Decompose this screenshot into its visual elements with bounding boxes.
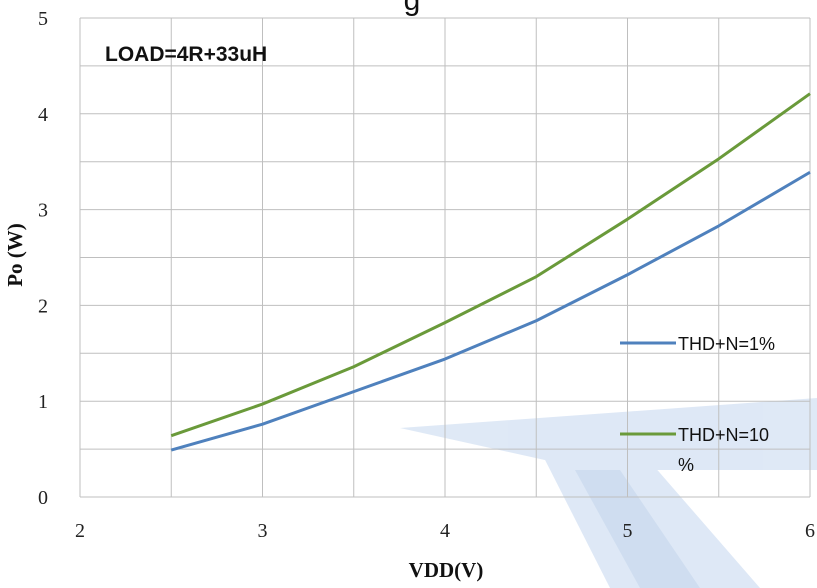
y-tick-labels: 0 1 2 3 4 5	[38, 8, 48, 509]
y-axis-title: Po (W)	[3, 223, 27, 287]
legend-label-1: THD+N=1%	[678, 334, 775, 354]
y-tick-label: 1	[38, 391, 48, 413]
y-tick-label: 4	[38, 104, 48, 126]
x-axis-title: VDD(V)	[409, 558, 484, 582]
y-tick-label: 0	[38, 487, 48, 509]
chart-title-fragment: g	[404, 0, 421, 17]
series-line-1	[170, 170, 811, 452]
y-tick-label: 5	[38, 8, 48, 30]
gridlines	[79, 17, 811, 498]
legend: THD+N=1% THD+N=10%	[620, 334, 775, 475]
x-tick-label: 4	[440, 520, 450, 542]
legend-label-2: %	[678, 455, 694, 475]
legend-label-2: THD+N=10	[678, 425, 769, 445]
x-tick-label: 2	[75, 520, 85, 542]
series-lines	[170, 92, 811, 452]
watermark-shape	[400, 398, 817, 588]
y-tick-label: 2	[38, 295, 48, 317]
x-tick-label: 3	[258, 520, 268, 542]
series-line-2	[170, 92, 811, 438]
x-tick-label: 5	[623, 520, 633, 542]
y-tick-label: 3	[38, 200, 48, 222]
load-annotation: LOAD=4R+33uH	[105, 43, 267, 66]
x-tick-labels: 2 3 4 5 6	[75, 520, 815, 542]
x-tick-label: 6	[805, 520, 815, 542]
